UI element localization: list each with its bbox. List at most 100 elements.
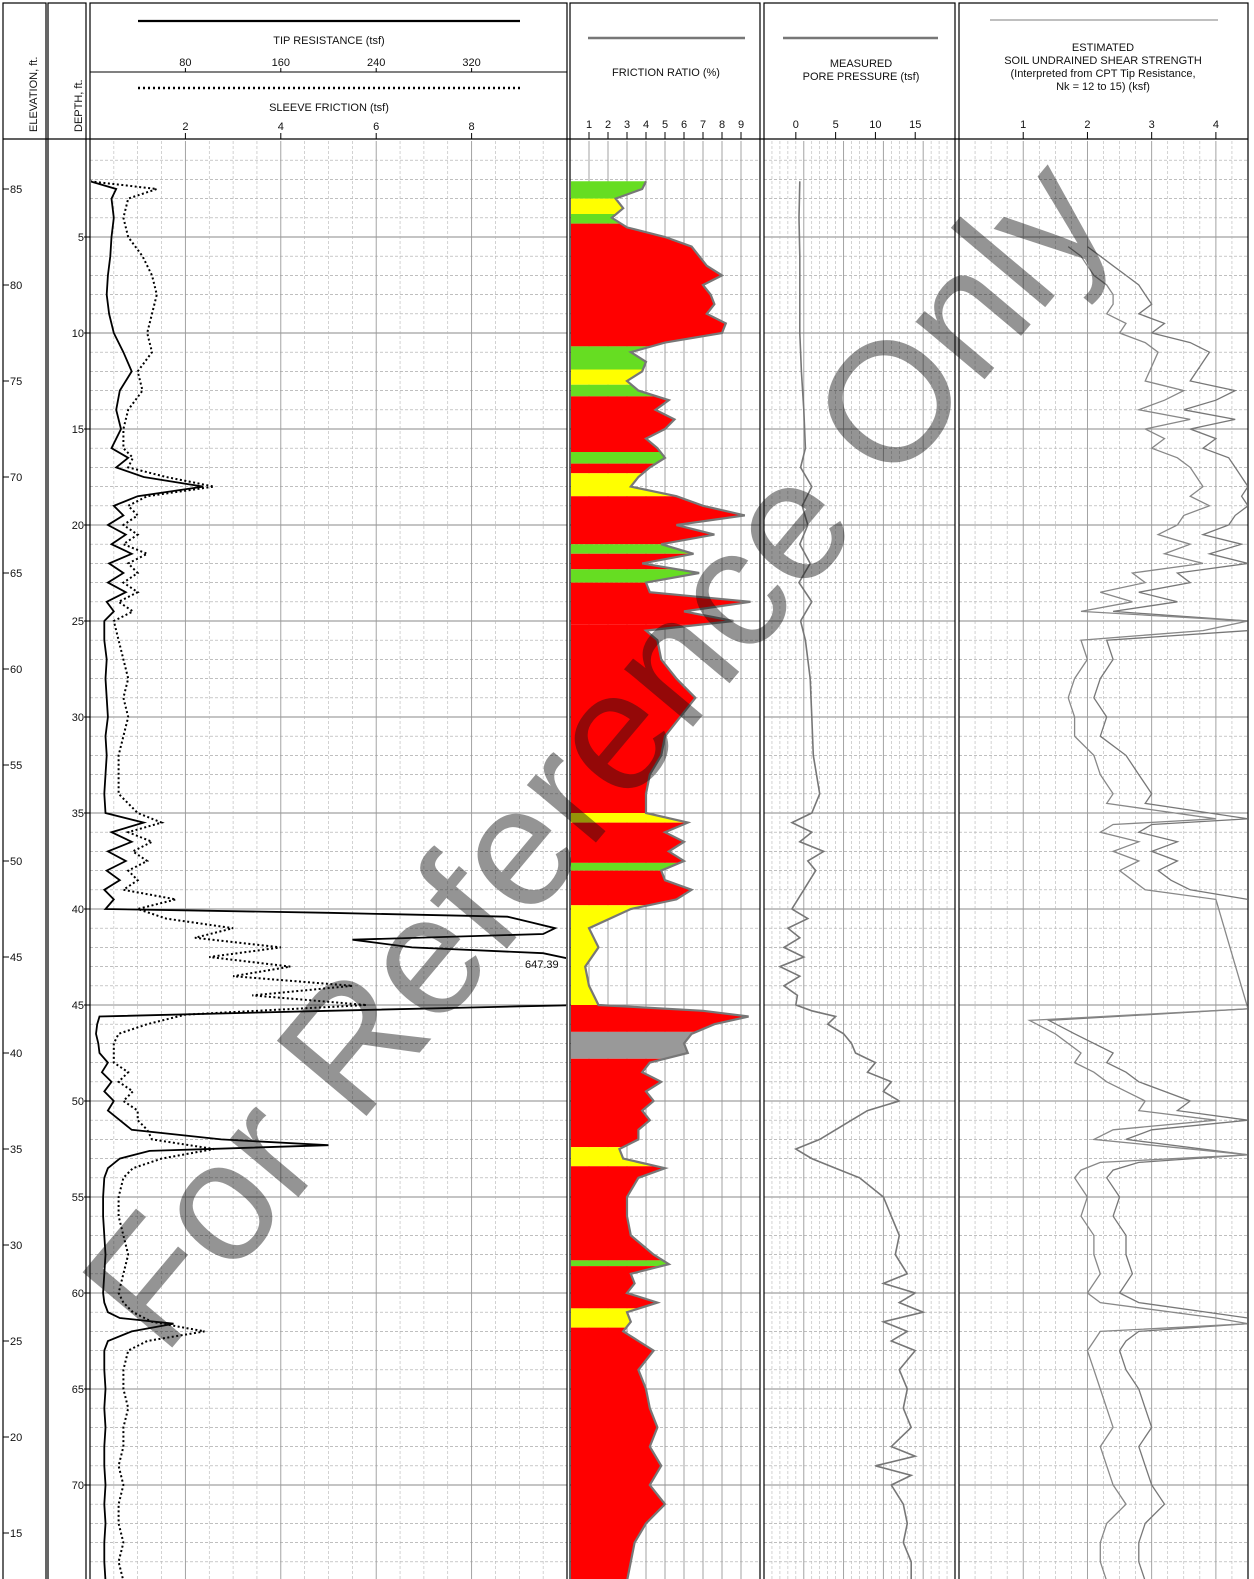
depth-tick-label: 65 — [72, 1384, 84, 1396]
sleeve-friction-line — [91, 180, 367, 1579]
friction-zone-green — [571, 569, 700, 583]
friction-ratio-tick-label: 3 — [624, 119, 630, 131]
friction-ratio-line — [584, 180, 751, 1579]
friction-zone-green — [571, 346, 652, 370]
friction-zone-red — [571, 396, 675, 452]
friction-zone-green — [571, 1260, 669, 1267]
elevation-tick-label: 50 — [10, 856, 22, 868]
friction-zone-green — [571, 214, 621, 224]
friction-zone-gray — [571, 1031, 697, 1059]
friction-ratio-tick-label: 7 — [700, 119, 706, 131]
elevation-tick-label: 65 — [10, 568, 22, 580]
pore-pressure-tick-label: 0 — [793, 119, 799, 131]
depth-tick-label: 5 — [78, 232, 84, 244]
friction-ratio-tick-label: 1 — [586, 119, 592, 131]
tip-resistance-tick-label: 160 — [272, 57, 290, 69]
elevation-tick-label: 70 — [10, 472, 22, 484]
elevation-tick-label: 55 — [10, 760, 22, 772]
friction-ratio-tick-label: 8 — [719, 119, 725, 131]
elevation-tick-label: 75 — [10, 376, 22, 388]
depth-tick-label: 25 — [72, 616, 84, 628]
shear-strength-line-nk12 — [1046, 246, 1247, 1579]
friction-zone-fills — [571, 181, 751, 1579]
depth-tick-label: 15 — [72, 424, 84, 436]
depth-tick-label: 35 — [72, 808, 84, 820]
elevation-tick-label: 60 — [10, 664, 22, 676]
friction-zone-red — [571, 870, 692, 906]
frame-pp — [763, 2, 956, 1579]
tip-resistance-tick-label: 240 — [367, 57, 385, 69]
shear-strength-tick-label: 2 — [1084, 119, 1090, 131]
depth-tick-label: 45 — [72, 1000, 84, 1012]
depth-tick-label: 60 — [72, 1288, 84, 1300]
friction-zone-red — [571, 1166, 665, 1261]
tip-resistance-tick-label: 80 — [179, 57, 191, 69]
depth-tick-label: 55 — [72, 1192, 84, 1204]
friction-zone-green — [571, 452, 665, 464]
elevation-tick-label: 80 — [10, 280, 22, 292]
pore-pressure-title-line-1: MEASURED — [830, 58, 892, 70]
shear-strength-tick-label: 4 — [1213, 119, 1219, 131]
friction-zone-red — [571, 223, 726, 347]
friction-zone-red — [571, 1327, 665, 1579]
elevation-tick-label: 25 — [10, 1336, 22, 1348]
frame-depth — [47, 2, 87, 1579]
tip-resistance-tick-label: 320 — [462, 57, 480, 69]
elevation-tick-label: 85 — [10, 184, 22, 196]
sleeve-friction-tick-label: 6 — [373, 121, 379, 133]
shear-strength-line-nk15 — [1027, 246, 1247, 1579]
depth-tick-label: 50 — [72, 1096, 84, 1108]
depth-tick-label: 40 — [72, 904, 84, 916]
elevation-axis-label: ELEVATION, ft. — [28, 57, 40, 132]
elevation-tick-label: 20 — [10, 1432, 22, 1444]
tip-resistance-line — [91, 180, 566, 1579]
sleeve-friction-tick-label: 4 — [278, 121, 284, 133]
depth-axis-label: DEPTH, ft. — [73, 79, 85, 132]
elevation-tick-label: 35 — [10, 1144, 22, 1156]
frame-tip — [89, 2, 568, 1579]
shear-strength-title-line-4: Nk = 12 to 15) (ksf) — [1056, 81, 1150, 93]
depth-tick-label: 30 — [72, 712, 84, 724]
shear-strength-tick-label: 1 — [1020, 119, 1026, 131]
pore-pressure-tick-label: 15 — [909, 119, 921, 131]
friction-zone-red — [571, 582, 751, 625]
pore-pressure-tick-label: 5 — [833, 119, 839, 131]
friction-zone-red — [571, 822, 688, 863]
friction-zone-yellow — [571, 813, 688, 823]
panel-headers: ELEVATION, ft. DEPTH, ft. TIP RESISTANCE… — [28, 19, 1218, 971]
pore-pressure-line — [777, 181, 926, 1579]
friction-ratio-tick-label: 4 — [643, 119, 649, 131]
friction-zone-yellow — [571, 905, 649, 1005]
friction-zone-green — [571, 384, 657, 397]
friction-zone-red — [571, 624, 699, 813]
friction-ratio-tick-label: 2 — [605, 119, 611, 131]
frame-su — [958, 2, 1249, 1579]
friction-zone-green — [571, 181, 646, 199]
pore-pressure-tick-label: 10 — [869, 119, 881, 131]
elevation-tick-label: 45 — [10, 952, 22, 964]
elevation-tick-label: 30 — [10, 1240, 22, 1252]
shear-strength-tick-label: 3 — [1149, 119, 1155, 131]
friction-ratio-tick-label: 9 — [738, 119, 744, 131]
pore-pressure-title-line-2: PORE PRESSURE (tsf) — [803, 71, 920, 83]
friction-zone-red — [571, 1266, 662, 1309]
friction-zone-green — [571, 862, 680, 871]
friction-zone-yellow — [571, 1308, 640, 1328]
friction-ratio-title: FRICTION RATIO (%) — [612, 67, 720, 79]
shear-strength-title-line-3: (Interpreted from CPT Tip Resistance, — [1010, 68, 1195, 80]
sleeve-friction-tick-label: 8 — [469, 121, 475, 133]
friction-ratio-tick-label: 5 — [662, 119, 668, 131]
friction-zone-green — [571, 544, 694, 554]
data-series-layer — [91, 180, 1247, 1579]
shear-strength-title-line-2: SOIL UNDRAINED SHEAR STRENGTH — [1004, 55, 1202, 67]
depth-tick-label: 10 — [72, 328, 84, 340]
elevation-tick-label: 40 — [10, 1048, 22, 1060]
sleeve-friction-title: SLEEVE FRICTION (tsf) — [269, 102, 389, 114]
depth-tick-label: 70 — [72, 1480, 84, 1492]
tip-resistance-annotation: 647.39 — [525, 959, 559, 971]
friction-zone-yellow — [571, 473, 677, 497]
friction-zone-red — [571, 463, 656, 474]
